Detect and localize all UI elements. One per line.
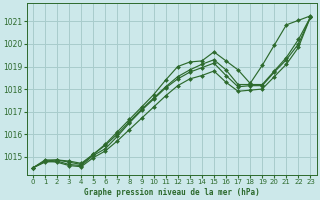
X-axis label: Graphe pression niveau de la mer (hPa): Graphe pression niveau de la mer (hPa)	[84, 188, 260, 197]
